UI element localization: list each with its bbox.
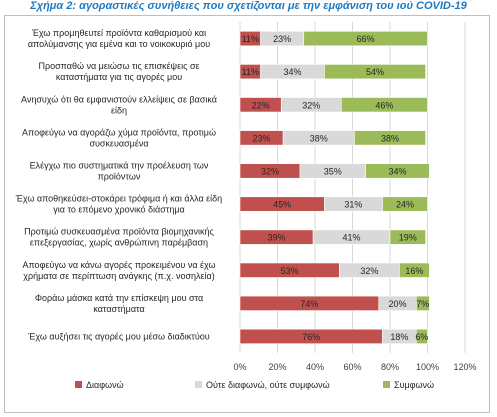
data-label: 7%	[416, 299, 429, 309]
data-label: 22%	[252, 100, 270, 110]
category-label: Προτιμώ συσκευασμένα προϊόντα βιομηχανικ…	[24, 227, 214, 248]
bar-segment	[303, 30, 428, 47]
data-label: 32%	[360, 266, 378, 276]
bar-segment	[324, 64, 426, 80]
category-label: Ανησυχώ ότι θα εμφανιστούν ελλείψεις σε …	[21, 94, 217, 115]
x-tick-label: 80%	[381, 362, 399, 372]
legend-label: Διαφωνώ	[86, 380, 124, 390]
data-label: 41%	[343, 233, 361, 243]
data-label: 34%	[283, 67, 301, 77]
legend-swatch	[195, 381, 202, 388]
x-tick-label: 100%	[416, 362, 439, 372]
data-label: 34%	[388, 166, 406, 176]
legend-label: Συμφωνώ	[394, 380, 434, 390]
bar-segment	[389, 229, 426, 245]
data-label: 39%	[268, 233, 286, 243]
data-label: 66%	[357, 34, 375, 44]
data-label: 32%	[261, 166, 279, 176]
data-label: 20%	[388, 299, 406, 309]
data-label: 18%	[390, 332, 408, 342]
legend-label: Ούτε διαφωνώ, ούτε συμφωνώ	[206, 380, 330, 390]
data-label: 19%	[399, 233, 417, 243]
x-tick-label: 60%	[343, 362, 361, 372]
data-label: 38%	[381, 133, 399, 143]
bar-segment	[365, 163, 430, 179]
chart-frame	[4, 15, 490, 413]
data-label: 6%	[415, 332, 428, 342]
category-label: Ελέγχω πιο συστηματικά την προέλευση των…	[30, 160, 209, 181]
data-label: 11%	[242, 67, 259, 77]
chart-title: Σχήμα 2: αγοραστικές συνήθειες που σχετί…	[30, 0, 467, 12]
data-label: 45%	[273, 200, 291, 210]
data-label: 35%	[324, 166, 342, 176]
bar-segment	[415, 295, 430, 311]
bar-segment	[399, 262, 430, 278]
x-tick-label: 120%	[453, 362, 476, 372]
category-label: Αποφεύγω να αγοράζω χύμα προϊόντα, προτι…	[22, 127, 216, 148]
data-label: 24%	[396, 200, 414, 210]
category-label: Έχω αυξήσει τις αγορές μου μέσω διαδικτύ…	[27, 331, 209, 341]
x-tick-label: 0%	[233, 362, 246, 372]
legend-swatch	[75, 381, 82, 388]
data-label: 76%	[302, 332, 320, 342]
category-label: Προσπαθώ να μειώσω τις επισκέψεις σε κατα…	[38, 61, 199, 82]
bar-segment	[382, 196, 428, 212]
category-label: Έχω αποθηκεύσει-στοκάρει τρόφιμα ή και ά…	[15, 194, 222, 215]
data-label: 16%	[405, 266, 423, 276]
data-label: 31%	[344, 200, 362, 210]
data-label: 11%	[242, 34, 259, 44]
legend-swatch	[383, 381, 390, 388]
bar-segment	[354, 130, 426, 146]
bar-segment	[340, 97, 428, 113]
data-label: 74%	[300, 299, 318, 309]
category-label: Έχω προμηθευτεί προϊόντα καθαρισμού και α…	[28, 28, 210, 49]
data-label: 32%	[302, 100, 320, 110]
x-tick-label: 20%	[268, 362, 286, 372]
data-label: 54%	[366, 67, 384, 77]
data-label: 23%	[273, 34, 291, 44]
data-label: 23%	[253, 133, 271, 143]
data-label: 53%	[281, 266, 299, 276]
bar-segment	[415, 328, 428, 345]
category-label: Αποφεύγω να κάνω αγορές προκειμένου να έ…	[22, 260, 215, 281]
data-label: 38%	[310, 133, 328, 143]
data-label: 46%	[375, 100, 393, 110]
x-tick-label: 40%	[306, 362, 324, 372]
category-label: Φοράω μάσκα κατά την επίσκεψη μου στα κατ…	[35, 293, 203, 314]
